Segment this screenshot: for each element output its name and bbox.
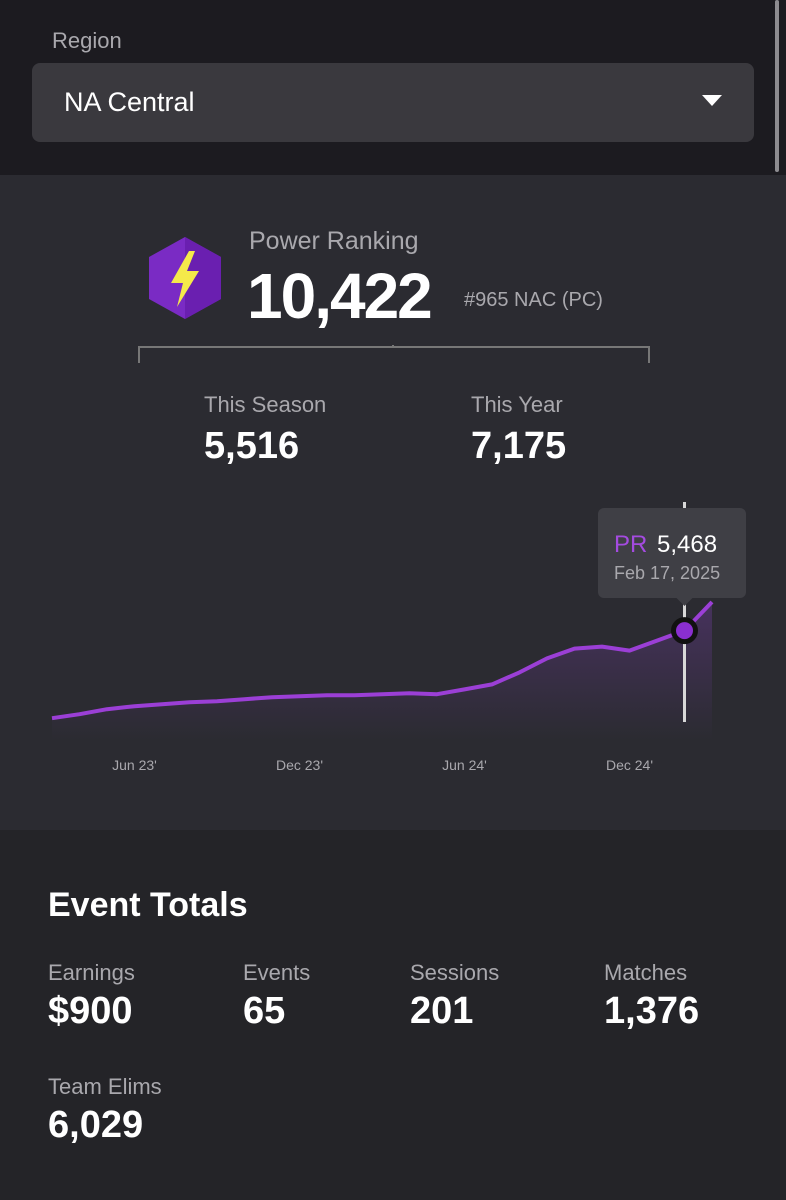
event-title: Event Totals [48, 886, 248, 924]
stat-value: 5,516 [204, 425, 300, 467]
event-stat-label: Earnings [48, 960, 135, 985]
region-label: Region [52, 28, 122, 53]
tooltip-pointer [676, 598, 693, 606]
stat-label: This Year [471, 392, 563, 417]
event-stat-value: 65 [243, 990, 286, 1032]
region-dropdown[interactable]: NA Central [32, 63, 754, 142]
line [51, 600, 714, 721]
dropdown-arrow [702, 95, 722, 106]
stat-label: This Season [204, 392, 327, 417]
stat-value: 7,175 [471, 425, 567, 467]
event-stat-value: 1,376 [604, 990, 700, 1032]
scrollbar [775, 0, 779, 172]
chart: Jun 23' Dec 23' Jun 24' Dec 24' PR 5,468 Feb 1… [51, 502, 746, 773]
x-tick-label: Dec 24' [606, 757, 653, 773]
pr-title: Power Ranking [249, 227, 419, 255]
event-stat-label: Team Elims [48, 1074, 162, 1099]
tooltip-marker [671, 617, 698, 645]
event-stat-value: $900 [48, 990, 133, 1032]
tooltip-value: 5,468 [657, 531, 717, 558]
tooltip-series: PR [614, 531, 647, 558]
event-totals-section: Event Totals Earnings $900 Events 65 Session… [0, 830, 786, 1200]
event-stat-label: Sessions [410, 960, 500, 985]
pr-value: 10,422 [247, 260, 433, 332]
region-value: NA Central [64, 87, 195, 117]
tooltip-box [598, 508, 746, 598]
bracket [138, 345, 650, 363]
area [52, 602, 712, 740]
x-tick-label: Jun 24' [442, 757, 487, 773]
x-tick-label: Dec 23' [276, 757, 323, 773]
event-stat-label: Matches [604, 960, 688, 985]
event-stat-label: Events [243, 960, 311, 985]
region-section: Region NA Central [0, 0, 786, 175]
event-stat-value: 201 [410, 990, 474, 1032]
event-stat-value: 6,029 [48, 1104, 144, 1146]
pr-rank: #965 NAC (PC) [464, 289, 603, 311]
x-tick-label: Jun 23' [112, 757, 157, 773]
tooltip-date: Feb 17, 2025 [614, 563, 720, 583]
pr-icon [149, 237, 221, 319]
